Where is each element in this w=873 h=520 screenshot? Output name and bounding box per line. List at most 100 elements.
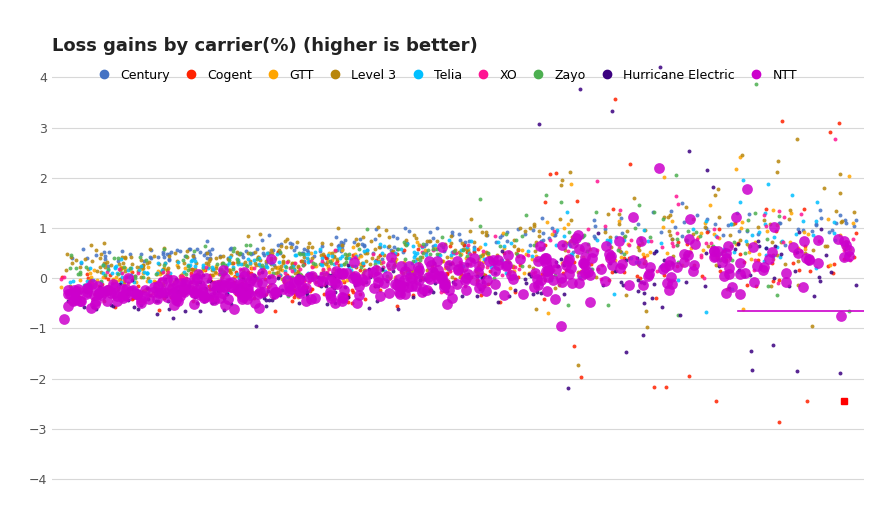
Point [602, 250, 616, 258]
Point [751, 229, 765, 238]
Point [91, 290, 105, 298]
Point [403, 267, 417, 276]
Point [686, 229, 700, 238]
Point [208, 289, 222, 297]
Point [656, 265, 670, 274]
Point [563, 241, 577, 250]
Point [559, 261, 573, 269]
Point [176, 272, 190, 281]
Point [273, 270, 287, 279]
Point [533, 254, 547, 263]
Point [219, 290, 233, 298]
Point [160, 293, 174, 301]
Point [433, 272, 447, 280]
Point [223, 245, 237, 253]
Point [677, 258, 691, 267]
Point [265, 256, 278, 265]
Point [316, 266, 330, 274]
Point [628, 224, 642, 232]
Point [250, 274, 264, 282]
Point [243, 277, 257, 285]
Point [513, 224, 527, 232]
Point [545, 259, 559, 267]
Point [97, 296, 111, 305]
Point [393, 290, 407, 298]
Point [553, 214, 567, 223]
Point [325, 249, 339, 257]
Point [409, 251, 423, 259]
Point [581, 240, 595, 248]
Point [609, 233, 623, 242]
Point [179, 270, 193, 278]
Point [361, 225, 375, 233]
Point [88, 246, 102, 254]
Point [204, 289, 218, 297]
Point [711, 213, 725, 221]
Point [386, 248, 400, 256]
Point [664, 216, 678, 225]
Point [201, 264, 215, 272]
Point [386, 231, 400, 240]
Point [503, 283, 517, 292]
Point [834, 369, 848, 377]
Point [348, 252, 362, 261]
Point [161, 273, 175, 281]
Point [656, 243, 670, 251]
Point [799, 242, 813, 250]
Point [84, 241, 98, 249]
Point [519, 211, 533, 219]
Point [102, 248, 116, 256]
Point [301, 243, 315, 252]
Point [547, 231, 561, 240]
Point [535, 214, 549, 223]
Point [614, 278, 628, 286]
Point [148, 283, 162, 292]
Point [408, 248, 422, 256]
Point [420, 266, 434, 274]
Point [682, 371, 696, 380]
Point [394, 244, 408, 253]
Point [228, 272, 242, 280]
Point [321, 257, 335, 265]
Point [515, 245, 529, 254]
Point [673, 311, 687, 319]
Point [178, 252, 192, 261]
Point [546, 266, 560, 274]
Point [388, 258, 402, 266]
Point [368, 235, 382, 243]
Point [398, 290, 412, 298]
Point [280, 276, 294, 284]
Point [509, 249, 523, 257]
Point [455, 291, 469, 300]
Point [236, 250, 250, 258]
Point [423, 257, 436, 266]
Point [382, 289, 396, 297]
Point [268, 254, 282, 262]
Point [248, 248, 262, 256]
Point [353, 235, 367, 243]
Point [372, 256, 386, 265]
Point [227, 244, 241, 252]
Point [636, 281, 650, 290]
Point [188, 256, 202, 265]
Point [117, 277, 131, 285]
Point [241, 286, 255, 294]
Point [220, 278, 234, 287]
Point [630, 272, 644, 280]
Point [113, 268, 127, 277]
Point [373, 292, 387, 300]
Point [223, 253, 237, 262]
Point [490, 252, 504, 261]
Point [842, 252, 856, 260]
Point [186, 274, 200, 282]
Point [693, 253, 707, 262]
Point [334, 261, 348, 269]
Point [765, 259, 779, 267]
Point [333, 244, 347, 252]
Point [459, 274, 473, 282]
Point [441, 258, 455, 266]
Point [836, 245, 850, 254]
Point [278, 269, 292, 278]
Point [434, 241, 448, 249]
Point [660, 249, 674, 257]
